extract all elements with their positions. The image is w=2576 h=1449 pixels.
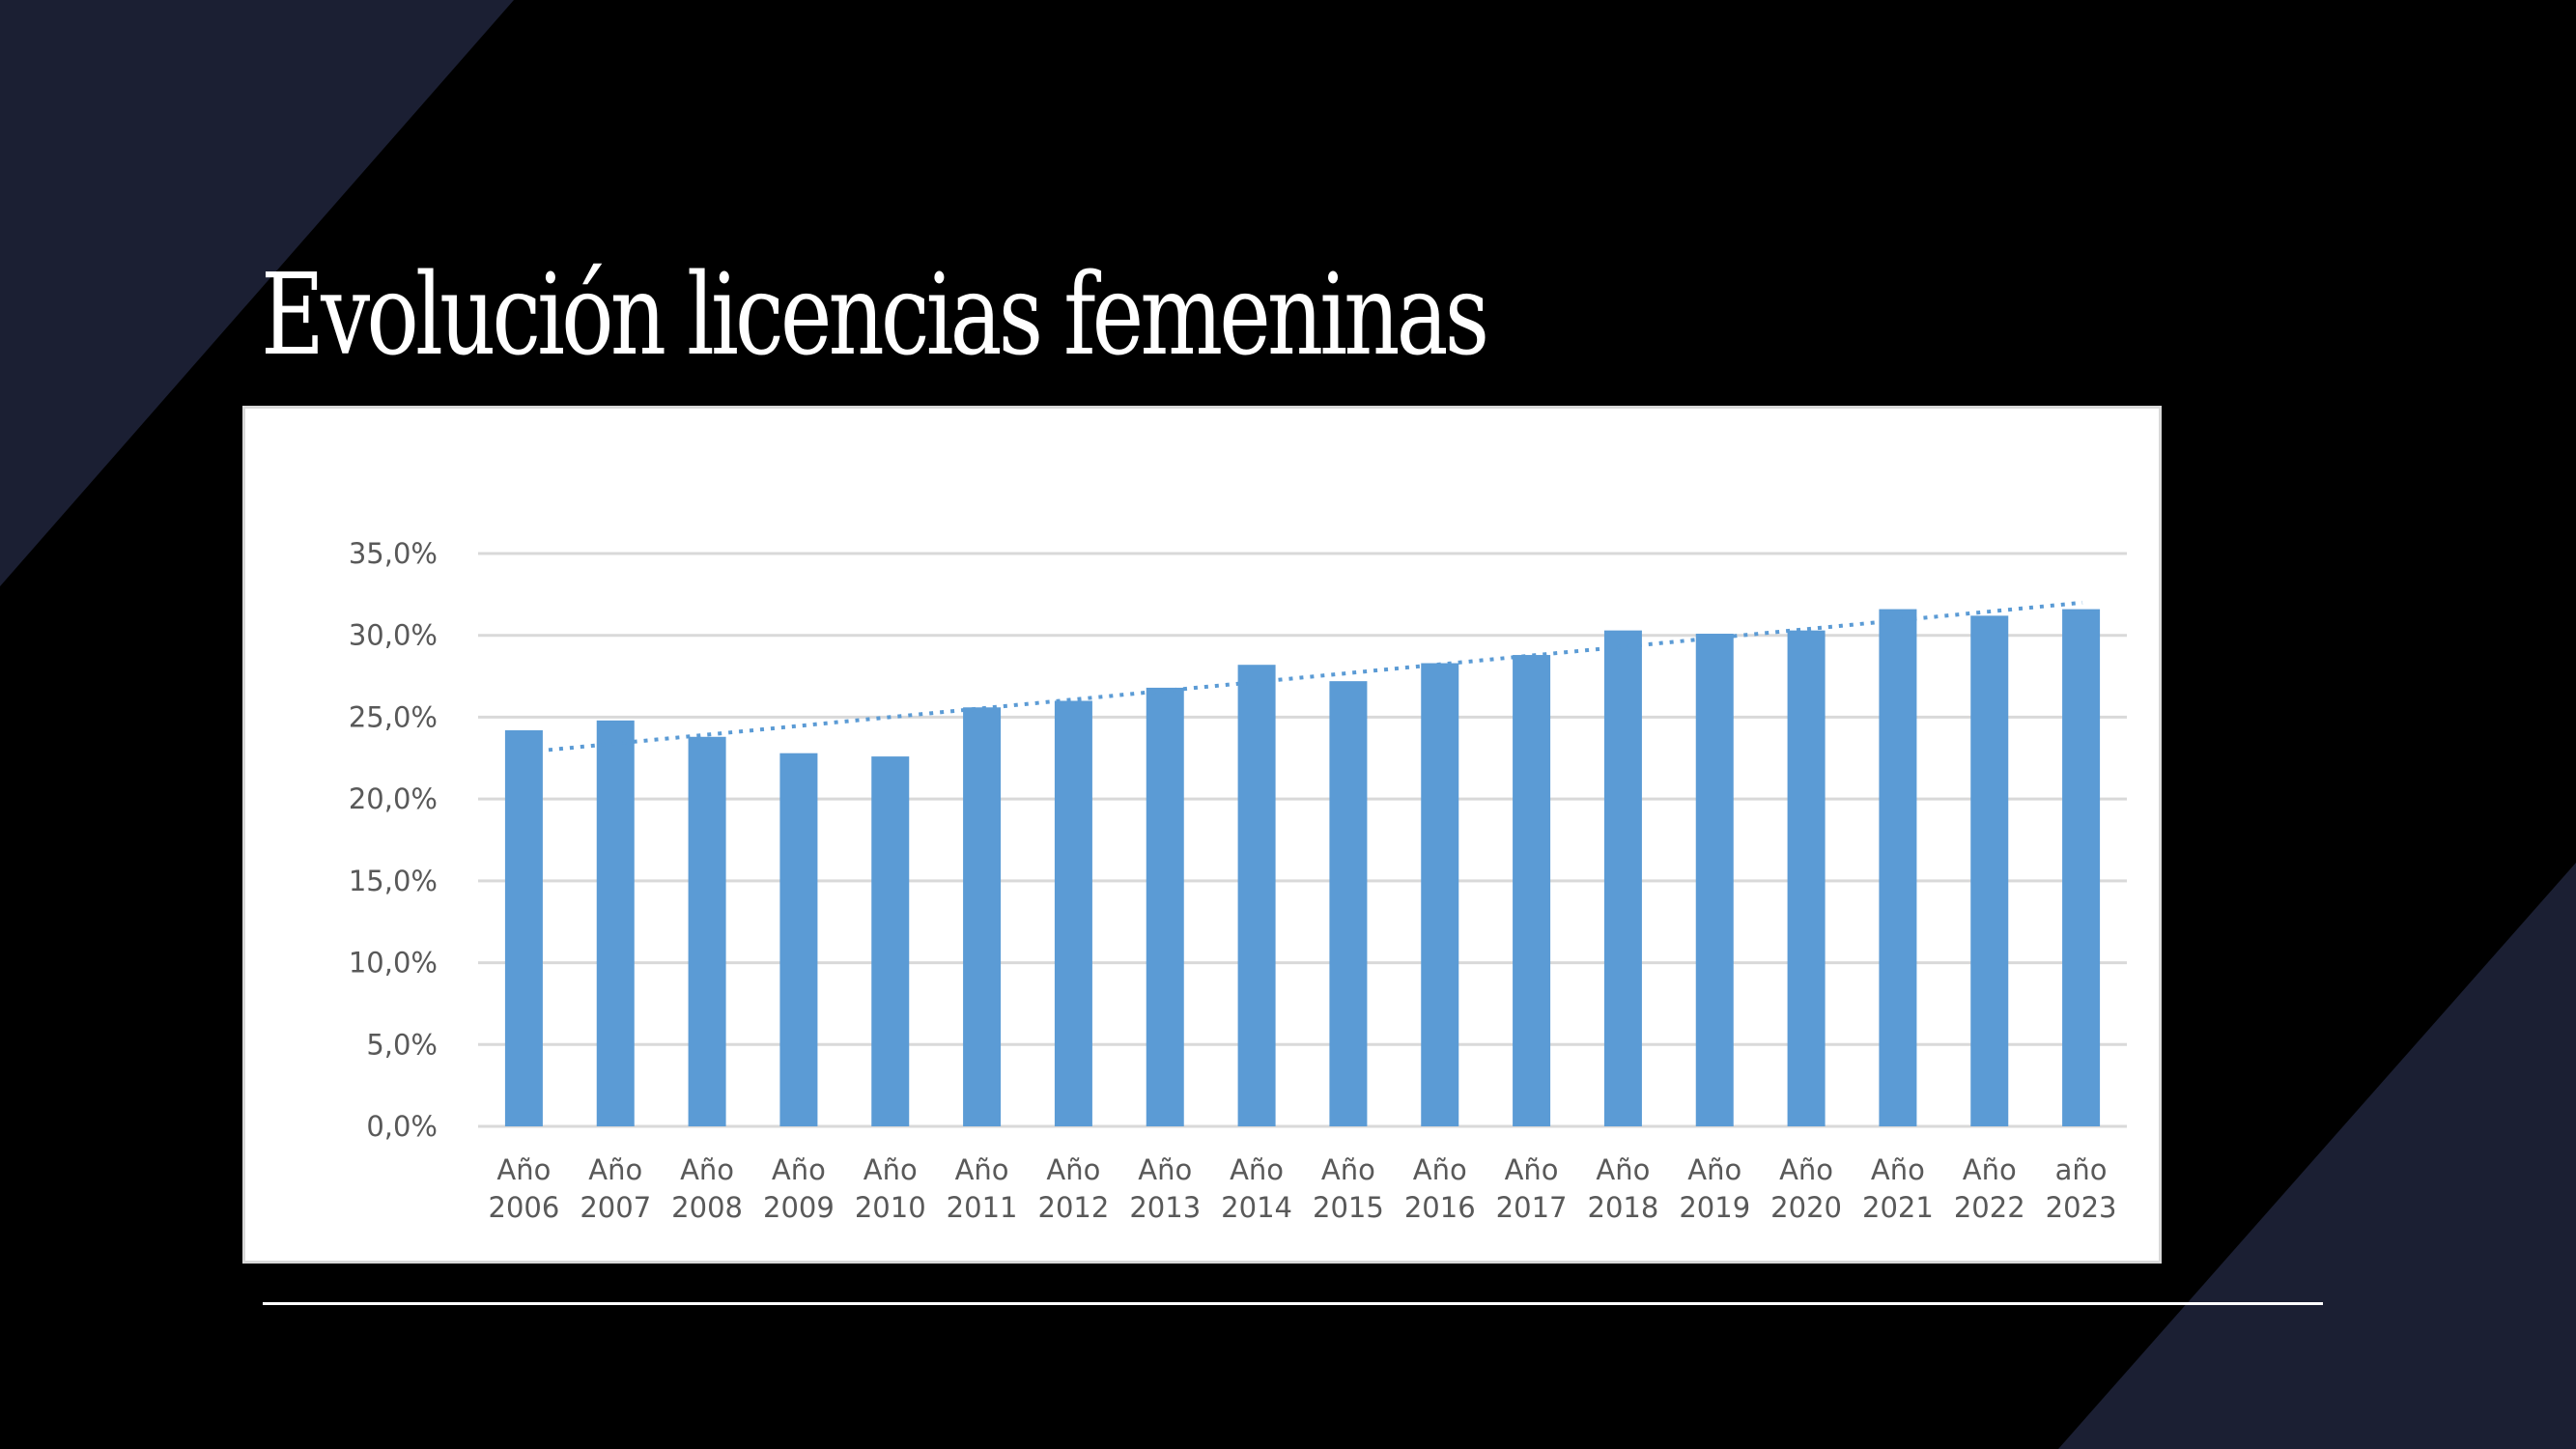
x-tick-label-line2: 2010: [855, 1191, 926, 1224]
gridlines: [478, 552, 2127, 1128]
x-tick-label-line1: Año: [1046, 1153, 1100, 1186]
y-tick-label: 10,0%: [349, 947, 438, 980]
x-tick-label-line1: Año: [1687, 1153, 1741, 1186]
x-tick-label-line2: 2016: [1404, 1191, 1476, 1224]
x-tick-label-line1: Año: [1505, 1153, 1559, 1186]
x-tick-label-line1: Año: [863, 1153, 918, 1186]
bar: [1787, 630, 1826, 1126]
x-tick-label-line2: 2015: [1313, 1191, 1384, 1224]
x-axis-labels: Año 2006 Año 2007 Año 2008 Año 2009 Año 2010 Año 20…: [489, 1153, 2117, 1224]
y-axis-ticks: 0,0% 5,0% 10,0% 15,0% 20,0% 25,0% 30,0% 35,0%: [349, 537, 438, 1143]
linear-trendline: [548, 600, 2083, 753]
bar: [1054, 700, 1092, 1126]
bar-chart: 0,0% 5,0% 10,0% 15,0% 20,0% 25,0% 30,0% 35,0% A…: [349, 537, 2127, 1224]
y-tick-label: 15,0%: [349, 865, 438, 897]
x-tick-label-line2: 2017: [1496, 1191, 1568, 1224]
x-tick-label-line1: Año: [1230, 1153, 1284, 1186]
bar: [1329, 681, 1368, 1126]
x-tick-label-line2: 2018: [1588, 1191, 1659, 1224]
y-tick-label: 0,0%: [366, 1110, 438, 1143]
bar: [596, 720, 635, 1126]
x-tick-label-line1: Año: [772, 1153, 826, 1186]
trendline: [548, 600, 2083, 753]
bar: [1146, 687, 1184, 1126]
x-tick-label-line1: Año: [1138, 1153, 1192, 1186]
x-tick-label-line2: 2013: [1129, 1191, 1201, 1224]
x-tick-label-line2: 2021: [1862, 1191, 1934, 1224]
bar: [1695, 634, 1734, 1126]
x-tick-label-line1: Año: [1963, 1153, 2017, 1186]
slide-title: Evolución licencias femeninas: [261, 250, 1489, 381]
bar: [688, 736, 726, 1126]
x-tick-label-line2: 2012: [1038, 1191, 1110, 1224]
x-tick-label-line1: Año: [1779, 1153, 1833, 1186]
y-tick-label: 25,0%: [349, 700, 438, 733]
y-tick-label: 20,0%: [349, 782, 438, 815]
bar: [1879, 609, 1917, 1126]
bar: [504, 729, 543, 1126]
x-tick-label-line1: Año: [496, 1153, 551, 1186]
x-tick-label-line2: 2007: [580, 1191, 651, 1224]
bar: [1237, 665, 1276, 1126]
bar: [963, 707, 1002, 1126]
bar: [1421, 663, 1459, 1126]
chart-container: 0,0% 5,0% 10,0% 15,0% 20,0% 25,0% 30,0% 35,0% A…: [242, 406, 2162, 1264]
x-tick-label-line2: 2011: [947, 1191, 1018, 1224]
y-tick-label: 5,0%: [366, 1028, 438, 1061]
x-tick-label-line1: Año: [955, 1153, 1009, 1186]
bars: [504, 609, 2101, 1126]
x-tick-label-line1: año: [2055, 1153, 2108, 1186]
x-tick-label-line2: 2008: [671, 1191, 743, 1224]
x-tick-label-line2: 2023: [2046, 1191, 2117, 1224]
x-tick-label-line2: 2022: [1954, 1191, 2025, 1224]
x-tick-label-line2: 2019: [1679, 1191, 1750, 1224]
x-tick-label-line1: Año: [1871, 1153, 1925, 1186]
divider-line: [263, 1302, 2323, 1305]
x-tick-label-line1: Año: [1413, 1153, 1467, 1186]
x-tick-label-line2: 2009: [763, 1191, 835, 1224]
top-left-accent-shape: [0, 0, 514, 586]
bar: [1970, 615, 2009, 1126]
x-tick-label-line2: 2014: [1221, 1191, 1292, 1224]
x-tick-label-line1: Año: [680, 1153, 734, 1186]
x-tick-label-line2: 2006: [489, 1191, 560, 1224]
x-tick-label-line1: Año: [1321, 1153, 1375, 1186]
y-tick-label: 35,0%: [349, 537, 438, 570]
x-tick-label-line1: Año: [1596, 1153, 1650, 1186]
bar: [779, 753, 818, 1126]
x-tick-label-line2: 2020: [1770, 1191, 1842, 1224]
bar: [871, 756, 910, 1126]
bar: [2062, 609, 2101, 1126]
x-tick-label-line1: Año: [588, 1153, 642, 1186]
bar: [1513, 655, 1551, 1126]
bar: [1603, 630, 1642, 1126]
y-tick-label: 30,0%: [349, 619, 438, 652]
